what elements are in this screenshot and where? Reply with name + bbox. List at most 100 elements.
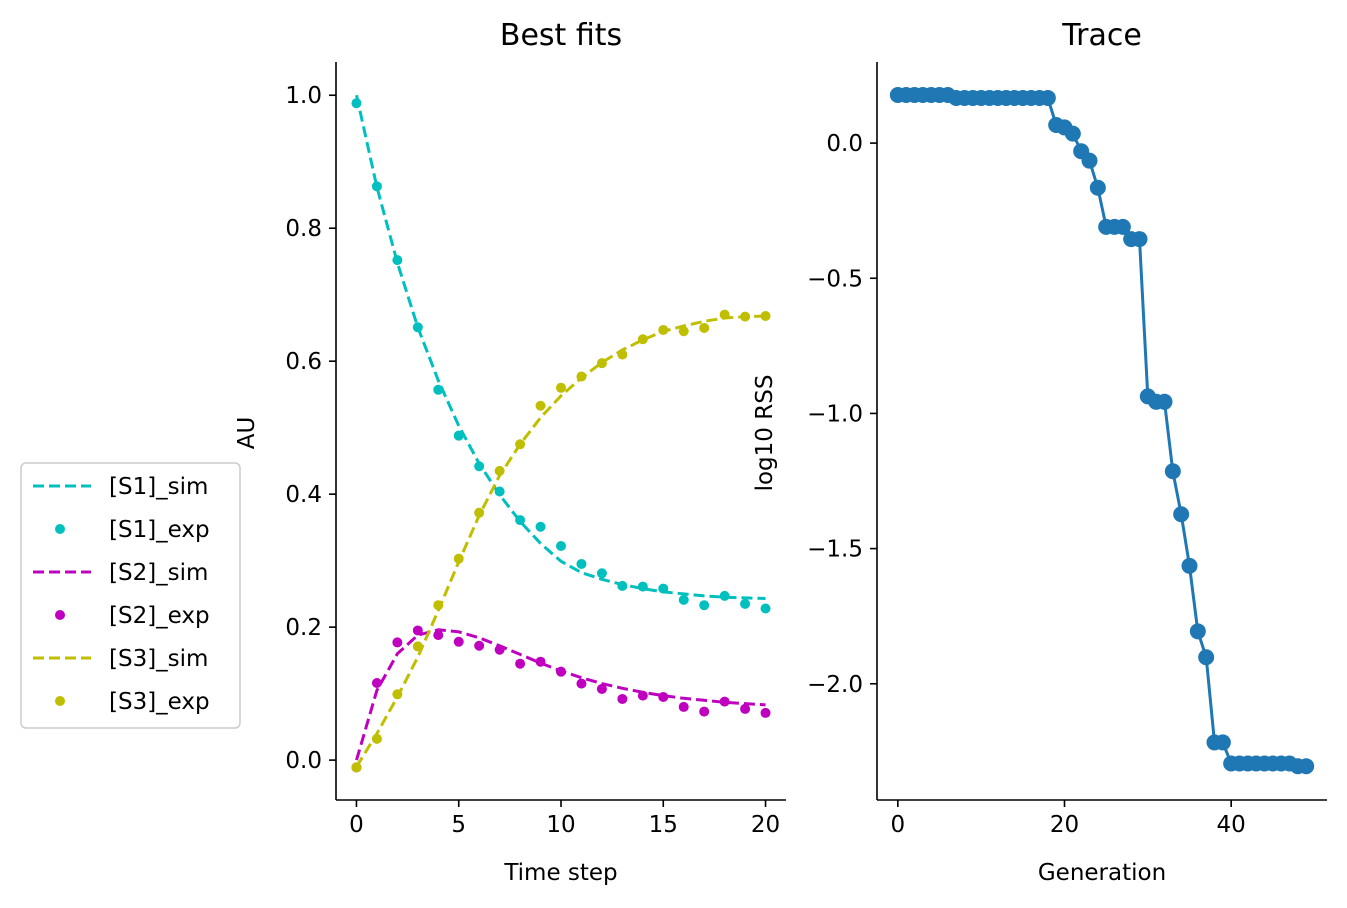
trace-point (1156, 393, 1173, 410)
y-tick-label: −0.5 (807, 266, 863, 292)
trace-point (1181, 557, 1198, 574)
data-point-s1-exp (474, 461, 485, 472)
data-point-s1-exp (535, 521, 546, 532)
y-tick-label: −2.0 (807, 672, 863, 698)
data-point-s3-exp (740, 311, 751, 322)
y-tick-label: 0.2 (285, 615, 322, 641)
trace-x-axis-label: Generation (1038, 860, 1166, 886)
data-point-s2-exp (637, 690, 648, 701)
trace-title: Trace (1061, 18, 1142, 53)
data-point-s2-exp (474, 640, 485, 651)
legend: [S1]_sim [S1]_exp [S2]_sim [S2]_exp [S3]_sim… (20, 462, 241, 729)
data-point-s1-exp (740, 598, 751, 609)
trace-point (1131, 231, 1148, 248)
data-point-s1-exp (637, 581, 648, 592)
data-point-s1-exp (617, 580, 628, 591)
data-point-s1-exp (556, 541, 566, 552)
trace-point (1189, 623, 1206, 640)
best-fits-title: Best fits (500, 18, 622, 53)
data-point-s3-exp (637, 334, 648, 345)
legend-label-s2-sim: [S2]_sim (109, 560, 208, 586)
data-point-s3-exp (678, 326, 689, 337)
x-tick-label: 10 (546, 812, 575, 838)
trace-point (1089, 179, 1106, 196)
best-fits-x-axis-label: Time step (503, 860, 617, 886)
data-point-s2-exp (576, 678, 587, 689)
data-point-s1-exp (719, 590, 730, 601)
data-point-s1-exp (371, 181, 382, 192)
best-fits-y-axis-label: AU (234, 417, 260, 450)
trace-point (1198, 649, 1215, 666)
legend-label-s1-sim: [S1]_sim (109, 474, 208, 500)
y-tick-label: 0.8 (285, 216, 322, 242)
data-point-s3-exp (617, 349, 628, 360)
data-point-s1-exp (576, 558, 587, 569)
data-point-s3-exp (371, 733, 382, 744)
data-point-s2-exp (678, 701, 689, 712)
legend-label-s1-exp: [S1]_exp (109, 517, 210, 543)
data-point-s1-exp (760, 603, 771, 614)
trace-point (1164, 463, 1181, 480)
trace-y-axis-label: log10 RSS (752, 375, 778, 492)
legend-frame (20, 462, 241, 729)
data-point-s2-exp (699, 706, 710, 717)
data-point-s2-exp (433, 630, 444, 641)
y-tick-label: −1.0 (807, 401, 863, 427)
trace-x-ticks: 0 20 40 (891, 800, 1246, 838)
x-tick-label: 20 (1050, 812, 1079, 838)
trace-point (1114, 218, 1131, 235)
data-point-s3-exp (474, 507, 485, 518)
best-fits-plot-area (351, 94, 771, 773)
legend-label-s3-sim: [S3]_sim (109, 646, 208, 672)
data-point-s1-exp (515, 515, 526, 526)
data-point-s3-exp (351, 762, 362, 773)
data-point-s1-exp (433, 384, 444, 395)
data-point-s3-exp (494, 465, 505, 476)
y-tick-label: −1.5 (807, 537, 863, 563)
data-point-s1-exp (596, 568, 607, 579)
data-point-s2-exp (494, 644, 505, 655)
data-point-s2-exp (515, 658, 526, 669)
data-point-s3-exp (576, 371, 587, 382)
data-point-s2-exp (535, 656, 546, 667)
data-point-s3-exp (760, 310, 771, 321)
trace-point (1173, 506, 1190, 523)
data-point-s1-exp (412, 322, 423, 333)
best-fits-y-ticks: 0.0 0.2 0.4 0.6 0.8 1.0 (285, 83, 336, 774)
x-tick-label: 0 (349, 812, 364, 838)
trace-point (1298, 758, 1315, 775)
y-tick-label: 0.4 (285, 482, 322, 508)
best-fits-chart: Best fits 0 5 10 15 20 0.0 0.2 0.4 0.6 0.8 1.0 Ti… (234, 18, 786, 886)
data-point-s3-exp (699, 322, 710, 333)
data-point-s3-exp (515, 439, 526, 450)
data-point-s3-exp (556, 382, 566, 393)
trace-plot-area (889, 86, 1315, 775)
data-point-s3-exp (658, 324, 669, 335)
series-line-s1-sim (355, 94, 766, 600)
data-point-s2-exp (453, 636, 464, 647)
data-point-s2-exp (719, 696, 730, 707)
data-point-s2-exp (658, 691, 669, 702)
x-tick-label: 15 (649, 812, 678, 838)
legend-swatch-s1-exp (55, 524, 65, 534)
y-tick-label: 1.0 (285, 83, 322, 109)
trace-point (1081, 152, 1098, 169)
data-point-s1-exp (678, 594, 689, 605)
legend-label-s3-exp: [S3]_exp (109, 689, 210, 715)
data-point-s3-exp (719, 309, 730, 320)
data-point-s2-exp (412, 625, 423, 636)
data-point-s1-exp (699, 600, 710, 611)
data-point-s2-exp (596, 683, 607, 694)
legend-swatch-s3-exp (55, 696, 65, 706)
trace-line (897, 93, 1307, 768)
x-tick-label: 40 (1217, 812, 1246, 838)
trace-point (1214, 734, 1231, 751)
data-point-s3-exp (412, 641, 423, 652)
data-point-s3-exp (433, 600, 444, 611)
trace-point (1039, 89, 1056, 106)
series-line-s3-sim (355, 314, 766, 768)
y-tick-label: 0.6 (285, 349, 322, 375)
trace-point (1064, 125, 1081, 142)
trace-y-ticks: 0.0 −0.5 −1.0 −1.5 −2.0 (807, 131, 877, 698)
